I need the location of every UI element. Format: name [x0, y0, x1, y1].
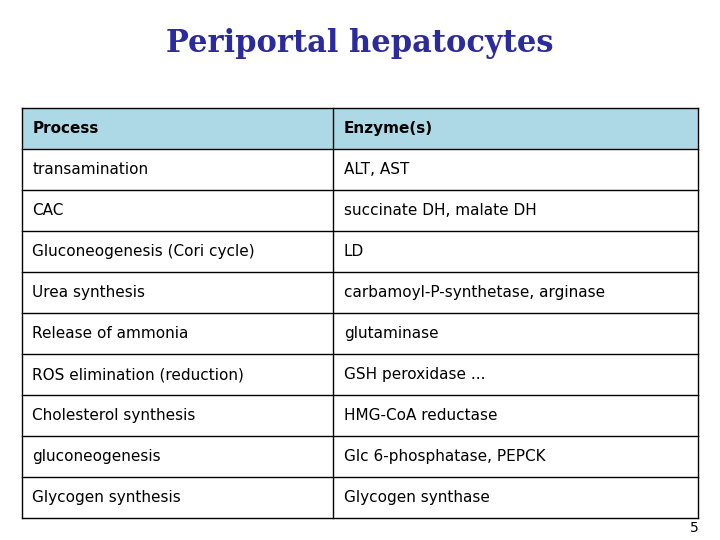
Text: carbamoyl-P-synthetase, arginase: carbamoyl-P-synthetase, arginase [343, 285, 605, 300]
Text: CAC: CAC [32, 203, 64, 218]
Text: Urea synthesis: Urea synthesis [32, 285, 145, 300]
Text: HMG-CoA reductase: HMG-CoA reductase [343, 408, 498, 423]
Bar [333, 108, 698, 149]
Text: Release of ammonia: Release of ammonia [32, 326, 189, 341]
Text: GSH peroxidase ...: GSH peroxidase ... [343, 367, 485, 382]
Bar [333, 354, 698, 395]
Text: gluconeogenesis: gluconeogenesis [32, 449, 161, 464]
Bar [22, 190, 333, 231]
Bar [333, 313, 698, 354]
Bar [22, 354, 333, 395]
Bar [333, 149, 698, 190]
Text: LD: LD [343, 244, 364, 259]
Text: Enzyme(s): Enzyme(s) [343, 121, 433, 136]
Bar [22, 436, 333, 477]
Bar [22, 231, 333, 272]
Text: Cholesterol synthesis: Cholesterol synthesis [32, 408, 196, 423]
Text: succinate DH, malate DH: succinate DH, malate DH [343, 203, 536, 218]
Text: 5: 5 [690, 521, 698, 535]
Bar [333, 477, 698, 518]
Text: ALT, AST: ALT, AST [343, 162, 409, 177]
Bar [22, 477, 333, 518]
Bar [22, 149, 333, 190]
Text: Glycogen synthase: Glycogen synthase [343, 490, 490, 505]
Text: Glycogen synthesis: Glycogen synthesis [32, 490, 181, 505]
Text: Glc 6-phosphatase, PEPCK: Glc 6-phosphatase, PEPCK [343, 449, 545, 464]
Bar [22, 272, 333, 313]
Bar [22, 313, 333, 354]
Bar [333, 436, 698, 477]
Bar [333, 231, 698, 272]
Text: Process: Process [32, 121, 99, 136]
Text: transamination: transamination [32, 162, 148, 177]
Bar [22, 395, 333, 436]
Text: Gluconeogenesis (Cori cycle): Gluconeogenesis (Cori cycle) [32, 244, 255, 259]
Bar [333, 272, 698, 313]
Bar [22, 108, 333, 149]
Bar [333, 395, 698, 436]
Text: Periportal hepatocytes: Periportal hepatocytes [166, 28, 554, 59]
Bar [333, 190, 698, 231]
Text: ROS elimination (reduction): ROS elimination (reduction) [32, 367, 244, 382]
Text: glutaminase: glutaminase [343, 326, 438, 341]
